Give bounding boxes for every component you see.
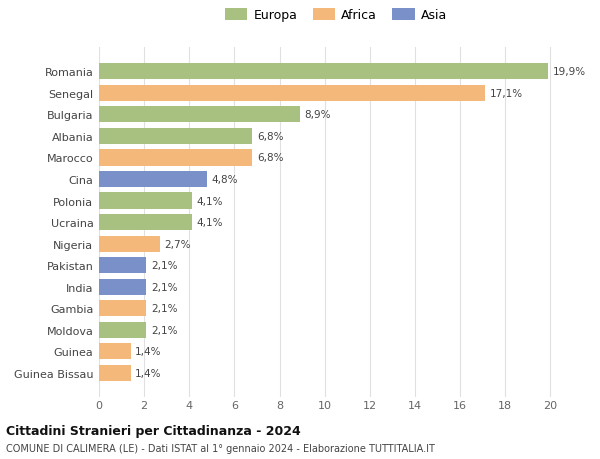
Text: 1,4%: 1,4% bbox=[135, 368, 161, 378]
Text: COMUNE DI CALIMERA (LE) - Dati ISTAT al 1° gennaio 2024 - Elaborazione TUTTITALI: COMUNE DI CALIMERA (LE) - Dati ISTAT al … bbox=[6, 443, 435, 453]
Bar bbox=[99, 64, 548, 80]
Bar bbox=[99, 343, 131, 360]
Bar bbox=[99, 85, 485, 102]
Bar bbox=[99, 214, 191, 231]
Bar bbox=[99, 257, 146, 274]
Text: 2,1%: 2,1% bbox=[151, 282, 178, 292]
Text: 4,8%: 4,8% bbox=[212, 174, 238, 185]
Text: 2,1%: 2,1% bbox=[151, 325, 178, 335]
Text: 6,8%: 6,8% bbox=[257, 153, 284, 163]
Bar bbox=[99, 107, 300, 123]
Legend: Europa, Africa, Asia: Europa, Africa, Asia bbox=[221, 6, 451, 26]
Text: 19,9%: 19,9% bbox=[553, 67, 586, 77]
Text: 1,4%: 1,4% bbox=[135, 347, 161, 357]
Bar bbox=[99, 193, 191, 209]
Bar bbox=[99, 301, 146, 317]
Bar bbox=[99, 172, 208, 188]
Text: 8,9%: 8,9% bbox=[304, 110, 331, 120]
Text: Cittadini Stranieri per Cittadinanza - 2024: Cittadini Stranieri per Cittadinanza - 2… bbox=[6, 424, 301, 437]
Text: 4,1%: 4,1% bbox=[196, 196, 223, 206]
Bar bbox=[99, 150, 253, 166]
Bar bbox=[99, 365, 131, 381]
Text: 17,1%: 17,1% bbox=[490, 89, 523, 99]
Bar bbox=[99, 322, 146, 338]
Text: 2,7%: 2,7% bbox=[164, 239, 191, 249]
Bar bbox=[99, 236, 160, 252]
Text: 6,8%: 6,8% bbox=[257, 132, 284, 142]
Text: 2,1%: 2,1% bbox=[151, 303, 178, 313]
Text: 4,1%: 4,1% bbox=[196, 218, 223, 228]
Bar bbox=[99, 129, 253, 145]
Text: 2,1%: 2,1% bbox=[151, 261, 178, 271]
Bar bbox=[99, 279, 146, 295]
